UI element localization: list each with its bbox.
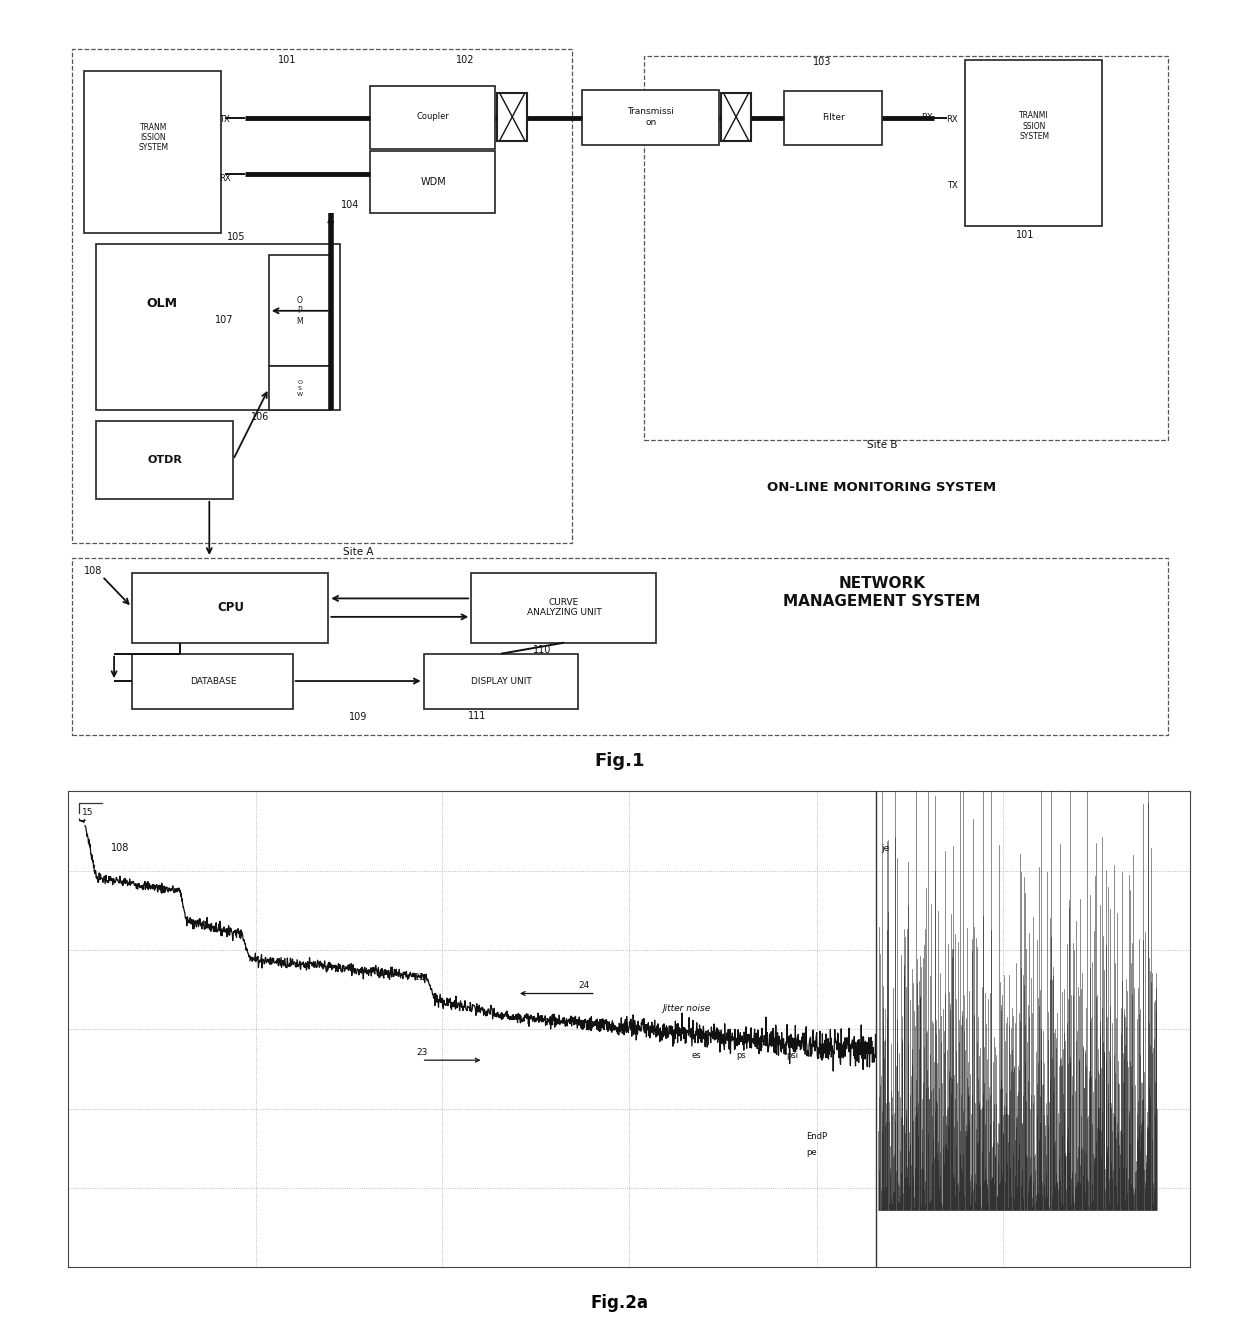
Bar <box>497 94 527 141</box>
Bar <box>131 654 293 709</box>
Text: 23: 23 <box>417 1047 428 1057</box>
Bar <box>84 71 221 233</box>
Bar <box>471 573 656 642</box>
Text: TX: TX <box>947 181 957 190</box>
Text: NETWORK
MANAGEMENT SYSTEM: NETWORK MANAGEMENT SYSTEM <box>784 577 981 609</box>
Text: 101: 101 <box>1016 229 1034 240</box>
Text: Site A: Site A <box>343 547 373 557</box>
Text: DISPLAY UNIT: DISPLAY UNIT <box>471 676 531 685</box>
Text: O
P
M: O P M <box>296 296 303 326</box>
Bar <box>97 244 340 410</box>
Bar <box>784 91 882 145</box>
Text: 107: 107 <box>215 315 233 326</box>
Bar <box>72 558 1168 735</box>
Text: 15: 15 <box>82 807 93 817</box>
Bar <box>965 60 1102 225</box>
Text: Coupler: Coupler <box>417 113 450 121</box>
Text: 21: 21 <box>414 972 425 982</box>
Text: 109: 109 <box>348 712 367 723</box>
Text: Filter: Filter <box>822 113 844 122</box>
Text: 108: 108 <box>84 566 102 577</box>
Bar <box>370 152 495 213</box>
Text: RX: RX <box>946 114 959 123</box>
Text: 111: 111 <box>467 712 486 721</box>
Bar <box>72 50 573 543</box>
Text: Fig.2a: Fig.2a <box>591 1294 649 1313</box>
Text: Jitter noise: Jitter noise <box>663 1003 712 1012</box>
Bar <box>97 421 233 499</box>
Text: CURVE
ANALYZING UNIT: CURVE ANALYZING UNIT <box>527 598 601 617</box>
Bar <box>269 366 331 410</box>
Text: Transmissi
on: Transmissi on <box>627 107 675 126</box>
Text: pe: pe <box>806 1148 817 1157</box>
Text: Site B: Site B <box>867 440 897 449</box>
Text: DATABASE: DATABASE <box>190 676 236 685</box>
Text: je: je <box>880 843 889 853</box>
Text: 108: 108 <box>110 843 129 853</box>
Bar <box>424 654 578 709</box>
Bar <box>269 255 331 366</box>
Text: 110: 110 <box>533 645 552 654</box>
Text: 102: 102 <box>456 55 475 64</box>
Text: RX: RX <box>921 113 932 122</box>
Text: psi: psi <box>786 1050 799 1059</box>
Text: TX: TX <box>219 114 231 123</box>
Text: TRANMI
SSION
SYSTEM: TRANMI SSION SYSTEM <box>1019 111 1049 141</box>
Text: 103: 103 <box>813 58 832 67</box>
Text: OTDR: OTDR <box>148 455 182 465</box>
Text: Fig.1: Fig.1 <box>595 752 645 770</box>
Text: WDM: WDM <box>420 177 446 186</box>
Text: es: es <box>692 1050 702 1059</box>
Bar <box>644 56 1168 440</box>
Text: 24: 24 <box>579 980 590 990</box>
Text: O
S
W: O S W <box>296 380 303 397</box>
Text: 105: 105 <box>227 232 246 241</box>
Text: OLM: OLM <box>146 296 177 310</box>
Text: EndP: EndP <box>806 1132 828 1141</box>
Text: 106: 106 <box>250 412 269 422</box>
Text: 101: 101 <box>278 55 296 64</box>
Text: ps: ps <box>737 1050 746 1059</box>
Text: RX: RX <box>219 173 231 182</box>
Bar <box>582 90 719 145</box>
Text: ON-LINE MONITORING SYSTEM: ON-LINE MONITORING SYSTEM <box>768 481 997 495</box>
Text: 104: 104 <box>341 200 358 211</box>
Bar <box>722 94 751 141</box>
Text: TRANM
ISSION
SYSTEM: TRANM ISSION SYSTEM <box>139 122 169 153</box>
Bar <box>370 86 495 149</box>
Text: CPU: CPU <box>217 601 244 614</box>
Bar <box>131 573 329 642</box>
